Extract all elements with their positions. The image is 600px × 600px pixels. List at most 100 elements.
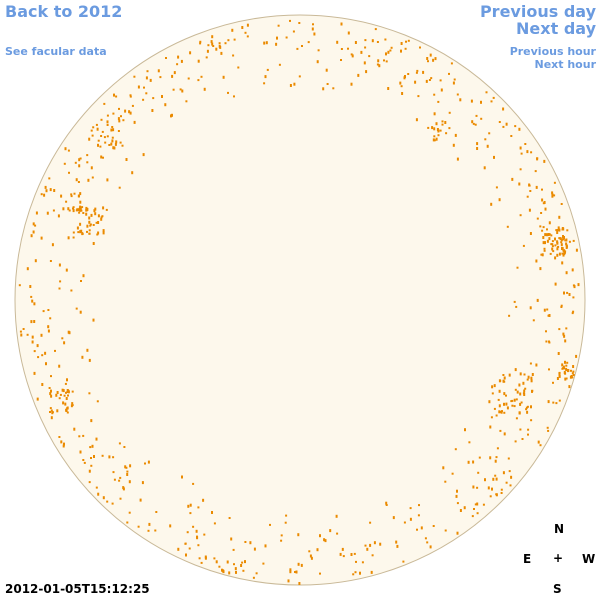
facula <box>325 68 328 72</box>
facula <box>232 54 235 57</box>
facula <box>51 243 54 247</box>
facula <box>199 40 202 43</box>
facula <box>90 213 93 217</box>
facula <box>297 562 300 566</box>
facula <box>561 363 564 367</box>
facula <box>176 63 179 66</box>
facula <box>129 464 132 468</box>
facula <box>456 489 458 493</box>
facula <box>147 460 150 464</box>
facula <box>94 207 97 211</box>
next-hour-link[interactable]: Next hour <box>534 58 597 71</box>
facula <box>374 28 377 31</box>
previous-day-link[interactable]: Previous day <box>479 2 596 21</box>
facula <box>528 184 531 187</box>
previous-hour-link[interactable]: Previous hour <box>509 45 596 58</box>
facula <box>569 375 572 379</box>
facula <box>75 178 78 182</box>
facula <box>36 397 39 401</box>
facula <box>63 162 66 165</box>
facula <box>227 39 230 42</box>
facula <box>565 271 568 275</box>
facula <box>198 557 201 560</box>
facula <box>556 231 559 234</box>
facula <box>429 545 432 549</box>
facula <box>66 411 69 414</box>
facula <box>556 253 559 257</box>
facula <box>106 135 109 138</box>
facula <box>90 166 93 170</box>
facular-data-link[interactable]: See facular data <box>5 45 107 58</box>
facula <box>298 75 301 78</box>
facula <box>543 249 546 252</box>
facula <box>387 87 390 90</box>
facula <box>60 440 63 444</box>
facula <box>577 283 580 287</box>
facula <box>218 42 221 45</box>
facula <box>49 407 52 410</box>
facula <box>519 146 522 150</box>
facula <box>377 59 380 63</box>
facula <box>530 419 533 422</box>
facula <box>145 92 148 95</box>
facula <box>472 122 475 125</box>
facula <box>26 267 29 271</box>
facula <box>335 514 338 518</box>
facula <box>106 500 109 503</box>
facula <box>553 181 556 184</box>
facula <box>519 372 522 376</box>
facula <box>502 125 505 128</box>
facula <box>97 143 99 147</box>
facula <box>368 55 371 58</box>
facula <box>30 295 33 298</box>
facula <box>72 209 75 213</box>
facula <box>100 216 103 219</box>
facula <box>347 31 350 35</box>
facula <box>206 49 209 53</box>
facula <box>29 285 32 288</box>
facula <box>440 88 443 92</box>
facula <box>219 45 222 49</box>
solar-disk <box>14 14 586 586</box>
facula <box>495 477 498 481</box>
facula <box>526 195 529 198</box>
facula <box>525 408 528 411</box>
facula <box>502 374 505 376</box>
facula <box>557 245 560 248</box>
facula <box>562 365 565 368</box>
facula <box>277 24 280 27</box>
facula <box>498 121 501 123</box>
facula <box>36 344 39 348</box>
facula <box>100 217 103 221</box>
facula <box>521 438 524 440</box>
facula <box>296 47 299 50</box>
facula <box>558 371 561 374</box>
facula <box>566 245 568 248</box>
facula <box>264 544 267 548</box>
facula <box>432 138 435 142</box>
facula <box>416 528 418 531</box>
facula <box>228 571 231 575</box>
facula <box>120 115 122 118</box>
facula <box>478 456 481 459</box>
back-year-link[interactable]: Back to 2012 <box>5 2 123 21</box>
facula <box>97 139 100 142</box>
facula <box>541 229 544 232</box>
facula <box>432 58 435 62</box>
facula <box>173 71 176 75</box>
facula <box>541 198 544 202</box>
facula <box>433 127 436 131</box>
facula <box>508 373 511 377</box>
facula <box>195 529 198 533</box>
facula <box>326 83 329 85</box>
facula <box>340 22 343 26</box>
next-day-link[interactable]: Next day <box>516 19 596 38</box>
facula <box>139 498 142 502</box>
facula <box>263 82 266 85</box>
facula <box>404 47 407 50</box>
facula <box>357 73 360 77</box>
facula <box>102 231 105 235</box>
facula <box>86 224 89 228</box>
facula <box>522 244 525 247</box>
facula <box>76 226 79 230</box>
